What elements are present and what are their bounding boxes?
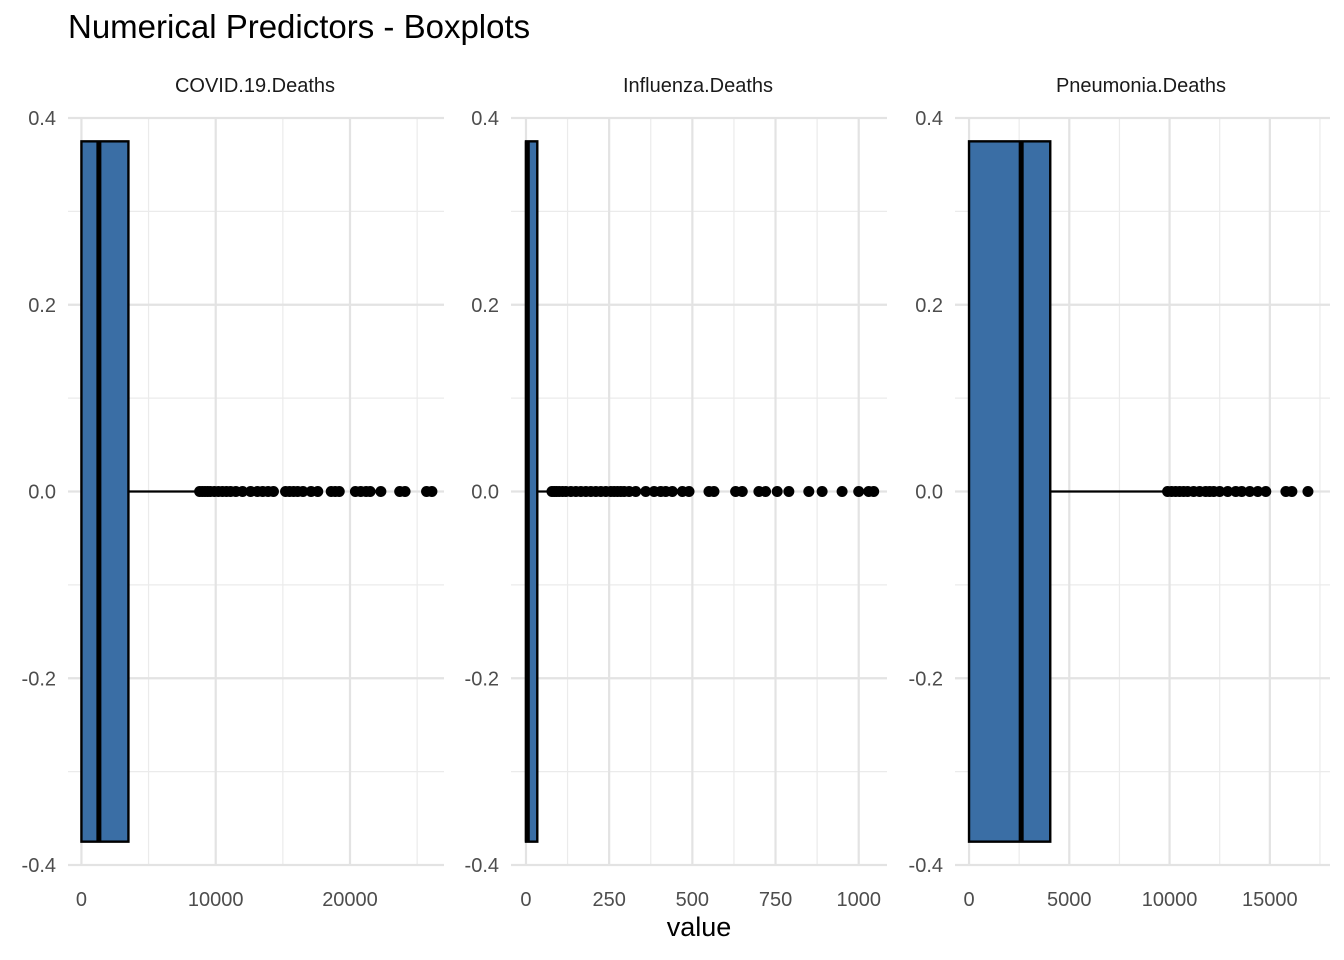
y-tick-label: 0.2 bbox=[471, 295, 499, 317]
outlier-point bbox=[816, 486, 828, 497]
outlier-point bbox=[666, 486, 678, 497]
y-tick-label: 0.0 bbox=[28, 482, 56, 504]
outlier-point bbox=[760, 486, 772, 497]
y-tick-label: -0.4 bbox=[465, 855, 499, 877]
y-tick-label: -0.4 bbox=[22, 855, 56, 877]
y-tick-label: -0.2 bbox=[465, 668, 499, 690]
outlier-point bbox=[1252, 486, 1264, 497]
outlier-point bbox=[237, 486, 249, 497]
outlier-point bbox=[708, 486, 720, 497]
x-tick-label: 10000 bbox=[1142, 889, 1198, 911]
outlier-point bbox=[1214, 486, 1226, 497]
outlier-point bbox=[364, 486, 376, 497]
outlier-point bbox=[630, 486, 642, 497]
x-tick-label: 0 bbox=[520, 889, 531, 911]
y-tick-label: 0.4 bbox=[28, 108, 56, 130]
outlier-point bbox=[1302, 486, 1314, 497]
facet-label: Influenza.Deaths bbox=[623, 75, 773, 97]
outlier-point bbox=[853, 486, 865, 497]
outlier-point bbox=[1236, 486, 1248, 497]
y-tick-label: 0.0 bbox=[915, 482, 943, 504]
x-tick-label: 10000 bbox=[188, 889, 244, 911]
facet-label: COVID.19.Deaths bbox=[175, 75, 335, 97]
x-axis-label: value bbox=[666, 912, 732, 942]
x-tick-label: 0 bbox=[963, 889, 974, 911]
outlier-point bbox=[267, 486, 279, 497]
box bbox=[967, 140, 1052, 843]
y-tick-label: 0.2 bbox=[28, 295, 56, 317]
y-tick-label: -0.2 bbox=[22, 668, 56, 690]
outlier-point bbox=[1222, 486, 1234, 497]
x-tick-label: 20000 bbox=[322, 889, 378, 911]
outlier-point bbox=[868, 486, 880, 497]
x-tick-label: 1000 bbox=[836, 889, 881, 911]
outlier-point bbox=[640, 486, 652, 497]
outlier-point bbox=[375, 486, 387, 497]
outlier-point bbox=[297, 486, 309, 497]
y-tick-label: 0.4 bbox=[471, 108, 499, 130]
x-tick-label: 750 bbox=[759, 889, 792, 911]
outlier-point bbox=[771, 486, 783, 497]
outlier-point bbox=[1244, 486, 1256, 497]
outlier-point bbox=[333, 486, 345, 497]
y-tick-label: 0.2 bbox=[915, 295, 943, 317]
outlier-point bbox=[736, 486, 748, 497]
box bbox=[80, 140, 130, 843]
facet-label: Pneumonia.Deaths bbox=[1056, 75, 1226, 97]
x-tick-label: 0 bbox=[76, 889, 87, 911]
x-tick-label: 250 bbox=[592, 889, 625, 911]
x-tick-label: 15000 bbox=[1242, 889, 1298, 911]
outlier-point bbox=[426, 486, 438, 497]
outlier-point bbox=[1286, 486, 1298, 497]
outlier-point bbox=[1260, 486, 1272, 497]
outlier-point bbox=[783, 486, 795, 497]
y-tick-label: 0.0 bbox=[471, 482, 499, 504]
outlier-point bbox=[312, 486, 324, 497]
outlier-point bbox=[683, 486, 695, 497]
chart-title: Numerical Predictors - Boxplots bbox=[68, 8, 531, 45]
x-tick-label: 500 bbox=[676, 889, 709, 911]
y-tick-label: 0.4 bbox=[915, 108, 943, 130]
outlier-point bbox=[803, 486, 815, 497]
y-tick-label: -0.2 bbox=[909, 668, 943, 690]
y-tick-label: -0.4 bbox=[909, 855, 943, 877]
outlier-point bbox=[399, 486, 411, 497]
x-tick-label: 5000 bbox=[1047, 889, 1092, 911]
outlier-point bbox=[836, 486, 848, 497]
